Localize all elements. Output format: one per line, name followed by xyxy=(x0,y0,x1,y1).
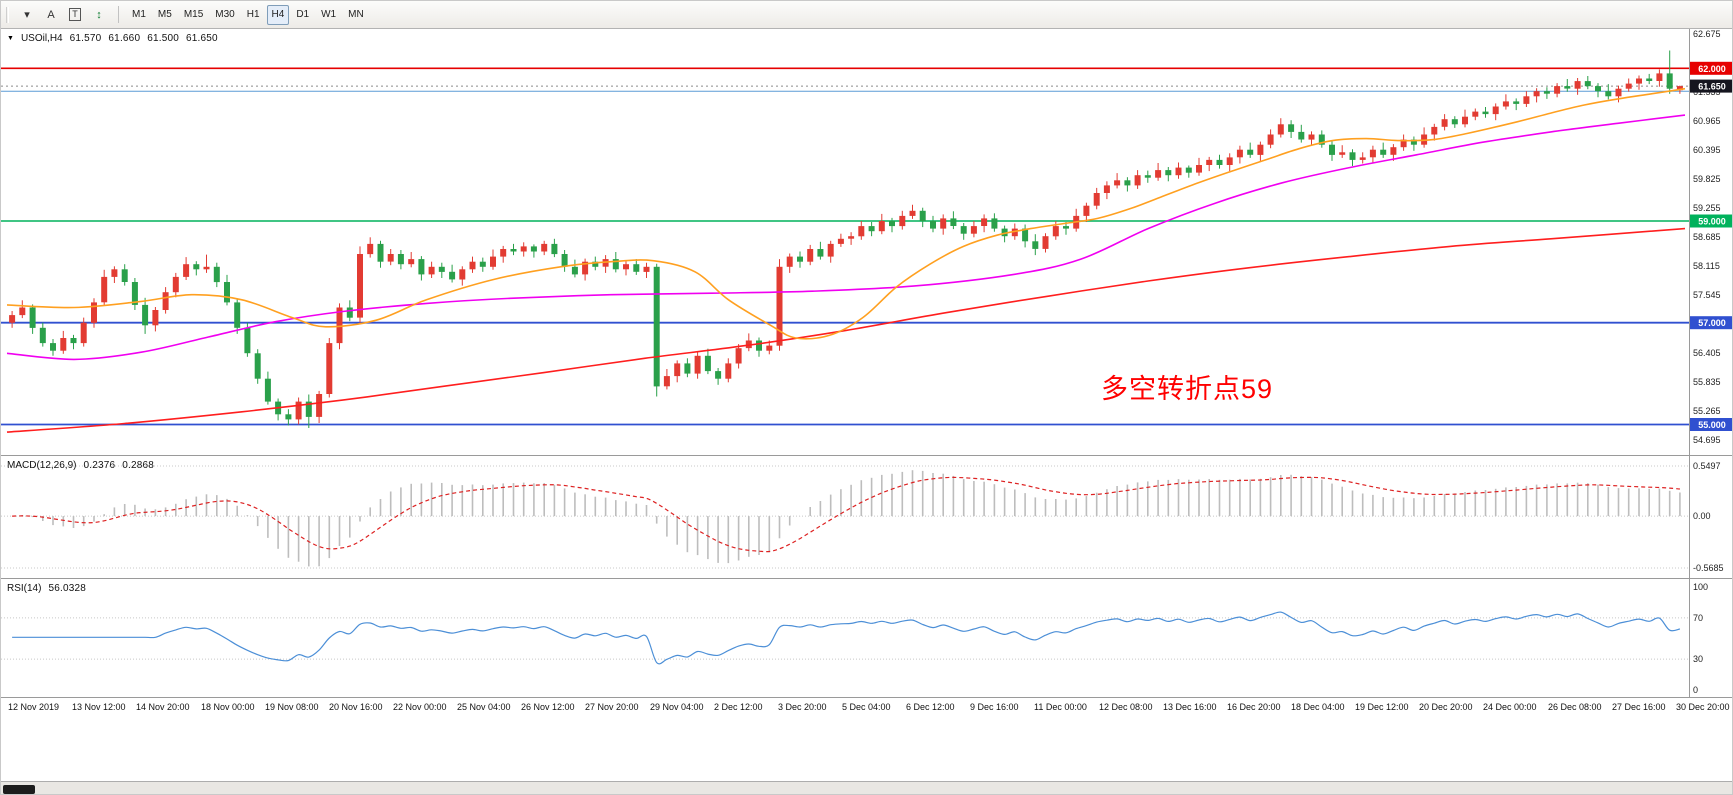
price-badge xyxy=(1690,79,1732,93)
window-gap xyxy=(1,718,1732,781)
hlines-layer xyxy=(1,67,1689,426)
price-badge-label: 57.000 xyxy=(1698,318,1726,328)
timeframe-button-m5[interactable]: M5 xyxy=(153,5,177,25)
time-axis-label: 29 Nov 04:00 xyxy=(650,702,704,712)
time-axis-label: 13 Dec 16:00 xyxy=(1163,702,1217,712)
price-badge-label: 55.000 xyxy=(1698,420,1726,430)
rsi-axis-label: 0 xyxy=(1693,685,1698,695)
time-axis-label: 11 Dec 00:00 xyxy=(1034,702,1087,712)
time-axis-label: 12 Nov 2019 xyxy=(8,702,60,712)
rsi-axis-label: 70 xyxy=(1693,613,1703,623)
price-badge-label: 59.000 xyxy=(1698,217,1726,227)
macd-panel: 0.5497 0.00 -0.5685 MACD(12,26,9) 0.2376 0… xyxy=(1,456,1732,579)
main-chart-canvas[interactable]: 62.67561.53560.96560.39559.82559.25558.6… xyxy=(1,29,1733,455)
price-tick-label: 57.545 xyxy=(1693,290,1721,300)
time-axis-label: 22 Nov 00:00 xyxy=(393,702,447,712)
ma-line-fast-orange xyxy=(6,87,1686,340)
timeframe-button-h1[interactable]: H1 xyxy=(242,5,265,25)
price-badge xyxy=(1690,316,1732,330)
time-axis-label: 27 Dec 16:00 xyxy=(1612,702,1666,712)
timeframe-button-d1[interactable]: D1 xyxy=(291,5,314,25)
price-tick-label: 58.115 xyxy=(1693,261,1720,271)
time-axis-label: 30 Dec 20:00 xyxy=(1676,702,1730,712)
time-axis-label: 26 Nov 12:00 xyxy=(521,702,575,712)
time-axis-label: 13 Nov 12:00 xyxy=(72,702,126,712)
rsi-axis-label: 30 xyxy=(1693,654,1703,664)
rsi-canvas[interactable]: 100 70 30 0 xyxy=(1,579,1733,697)
time-axis-label: 25 Nov 04:00 xyxy=(457,702,511,712)
ma-line-slow-red xyxy=(6,227,1686,433)
time-axis-label: 24 Dec 00:00 xyxy=(1483,702,1537,712)
time-axis-label: 3 Dec 20:00 xyxy=(778,702,827,712)
time-axis-label: 19 Nov 08:00 xyxy=(265,702,319,712)
time-axis-label: 16 Dec 20:00 xyxy=(1227,702,1281,712)
rsi-line xyxy=(12,611,1681,665)
candles-layer xyxy=(9,50,1683,428)
price-tick-label: 60.965 xyxy=(1693,116,1721,126)
price-tick-label: 60.395 xyxy=(1693,145,1721,155)
timeframe-button-mn[interactable]: MN xyxy=(343,5,369,25)
annotation-letter-icon: A xyxy=(47,8,55,21)
time-axis-label: 18 Dec 04:00 xyxy=(1291,702,1345,712)
toolbar: ▾ A T ↕ M1 M5 M15 M30 H1 H4 D1 W1 MN xyxy=(1,1,1732,29)
toolbar-separator xyxy=(118,6,119,23)
time-axis-label: 12 Dec 08:00 xyxy=(1099,702,1153,712)
annotation-letter-button[interactable]: A xyxy=(40,5,62,25)
arrows-tool-button[interactable]: ↕ xyxy=(88,5,110,25)
time-axis-label: 20 Nov 16:00 xyxy=(329,702,383,712)
time-axis-label: 9 Dec 16:00 xyxy=(970,702,1019,712)
time-axis-label: 27 Nov 20:00 xyxy=(585,702,639,712)
time-axis-label: 20 Dec 20:00 xyxy=(1419,702,1473,712)
ma-line-mid-magenta xyxy=(6,114,1686,361)
price-tick-label: 59.825 xyxy=(1693,174,1721,184)
timeframe-button-w1[interactable]: W1 xyxy=(316,5,341,25)
timeframe-button-m15[interactable]: M15 xyxy=(179,5,208,25)
arrows-tool-icon: ↕ xyxy=(96,8,102,21)
price-tick-label: 59.255 xyxy=(1693,203,1721,213)
time-axis-label: 5 Dec 04:00 xyxy=(842,702,891,712)
time-axis-label: 18 Nov 00:00 xyxy=(201,702,255,712)
price-badge xyxy=(1690,61,1732,75)
rsi-panel: 100 70 30 0 RSI(14) 56.0328 xyxy=(1,579,1732,698)
price-axis[interactable]: 62.67561.53560.96560.39559.82559.25558.6… xyxy=(1690,29,1733,445)
time-axis[interactable]: 12 Nov 2019 13 Nov 12:00 14 Nov 20:00 18 No… xyxy=(1,698,1732,718)
macd-histogram xyxy=(21,470,1681,567)
price-badge xyxy=(1690,214,1732,228)
macd-canvas[interactable]: 0.5497 0.00 -0.5685 xyxy=(1,456,1733,578)
quick-nav-box[interactable] xyxy=(3,784,35,794)
text-tool-icon: T xyxy=(69,8,81,21)
price-tick-label: 62.675 xyxy=(1693,29,1721,39)
annotation-text[interactable]: 多空转折点59 xyxy=(1101,374,1274,404)
macd-axis-label: 0.5497 xyxy=(1693,461,1721,471)
chart-menu-icon: ▾ xyxy=(24,9,30,21)
price-badge-label: 62.000 xyxy=(1698,64,1726,74)
macd-axis-label: 0.00 xyxy=(1693,511,1711,521)
price-tick-label: 55.835 xyxy=(1693,377,1721,387)
time-axis-label: 2 Dec 12:00 xyxy=(714,702,763,712)
macd-axis-label: -0.5685 xyxy=(1693,563,1724,573)
timeframe-button-h4[interactable]: H4 xyxy=(266,4,290,25)
rsi-axis-label: 100 xyxy=(1693,582,1708,592)
time-axis-label: 26 Dec 08:00 xyxy=(1548,702,1602,712)
main-chart-panel: 62.67561.53560.96560.39559.82559.25558.6… xyxy=(1,29,1732,456)
price-badge-label: 61.650 xyxy=(1698,82,1726,92)
time-axis-label: 19 Dec 12:00 xyxy=(1355,702,1409,712)
price-tick-label: 56.405 xyxy=(1693,348,1721,358)
price-badge xyxy=(1690,418,1732,431)
price-tick-label: 55.265 xyxy=(1693,406,1721,416)
timeframe-button-m30[interactable]: M30 xyxy=(210,5,239,25)
toolbar-grip xyxy=(6,6,9,23)
bottom-scrollbar[interactable] xyxy=(1,781,1732,794)
time-axis-label: 6 Dec 12:00 xyxy=(906,702,955,712)
price-tick-label: 54.695 xyxy=(1693,435,1721,445)
timeframe-button-m1[interactable]: M1 xyxy=(127,5,151,25)
chart-menu-button[interactable]: ▾ xyxy=(16,5,38,25)
price-tick-label: 58.685 xyxy=(1693,232,1721,242)
text-tool-button[interactable]: T xyxy=(64,5,86,25)
macd-signal-line xyxy=(12,476,1680,553)
time-axis-label: 14 Nov 20:00 xyxy=(136,702,190,712)
